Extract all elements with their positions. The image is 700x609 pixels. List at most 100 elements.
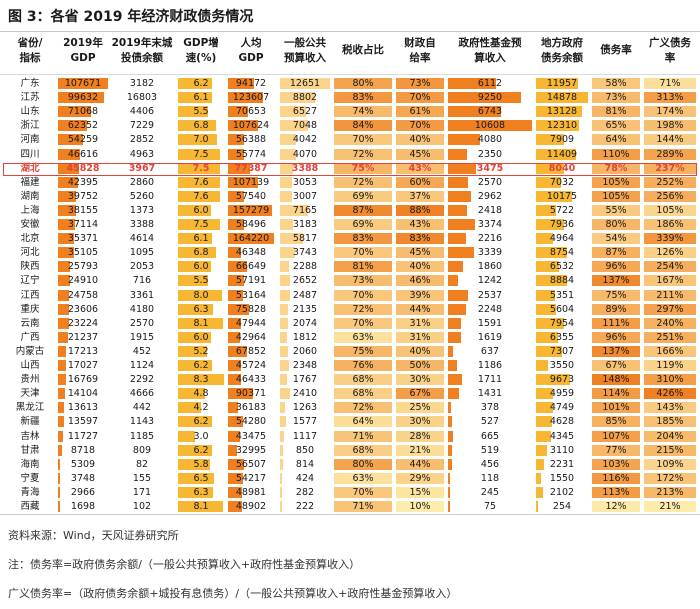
heat-cell-gdr	[644, 92, 696, 104]
cell-gdr: 167%	[656, 275, 684, 287]
heat-cell-tax	[334, 458, 392, 470]
cell-growth: 7.0	[193, 134, 209, 146]
cell-fund: 245	[480, 486, 500, 498]
heat-cell-dr	[592, 486, 640, 498]
cell-fund: 118	[480, 472, 500, 484]
heat-cell-dr	[592, 190, 640, 202]
cell-gdr: 254%	[656, 261, 684, 273]
data-bar-gdp	[58, 360, 66, 371]
cell-tax: 69%	[352, 190, 374, 202]
column-header-rev: 一般公共 预算收入	[280, 36, 330, 66]
data-bar-growth	[178, 162, 220, 174]
data-bar-debt	[536, 134, 564, 146]
data-bar-pgdp	[228, 472, 243, 484]
data-bar-fund	[448, 233, 466, 245]
cell-rev: 4042	[292, 134, 318, 146]
cell-fund: 378	[480, 402, 500, 414]
cell-gdp: 23224	[67, 317, 99, 329]
column-header-growth: GDP增 速(%)	[178, 36, 224, 66]
column-header-fund: 政府性基金预 算收入	[448, 36, 532, 66]
cell-gdp: 3748	[70, 472, 96, 484]
heat-cell-gdr	[644, 444, 696, 456]
cell-ctb: 452	[132, 345, 152, 357]
cell-gdp: 25793	[67, 261, 99, 273]
cell-self: 46%	[409, 275, 431, 287]
heat-cell-dr	[592, 176, 640, 188]
cell-debt: 5722	[549, 204, 575, 216]
cell-debt: 8884	[549, 275, 575, 287]
cell-province: 浙江	[20, 120, 40, 132]
heat-cell-gdr	[644, 289, 696, 301]
heat-cell-gdr	[644, 331, 696, 343]
data-bar-pgdp	[228, 444, 237, 456]
data-bar-gdp	[58, 261, 70, 273]
heat-cell-dr	[592, 261, 640, 273]
data-bar-gdp	[58, 190, 76, 202]
table-row: 上海 38155 1373 6.0 157279 7165 87% 88% 2418 5722 55…	[0, 204, 700, 217]
table-row: 湖北 45828 3967 7.5 77387 3388 75% 43% 3475 8040 78%…	[0, 162, 700, 175]
cell-debt: 3550	[549, 360, 575, 371]
cell-growth: 6.3	[193, 303, 209, 315]
heat-cell-self	[396, 261, 444, 273]
table-row: 安徽 37114 3388 7.5 58496 3183 69% 43% 3374 7936 80%…	[0, 218, 700, 231]
column-header-ctb: 2019年末城 投债余额	[110, 36, 174, 66]
cell-dr: 137%	[602, 275, 630, 287]
data-bar-pgdp	[228, 261, 247, 273]
data-bar-gdp	[58, 331, 68, 343]
data-bar-pgdp	[228, 303, 249, 315]
heat-cell-dr	[592, 317, 640, 329]
data-bar-pgdp	[228, 416, 243, 428]
cell-ctb: 1185	[129, 430, 155, 442]
data-bar-gdp	[58, 106, 91, 118]
heat-cell-self	[396, 303, 444, 315]
title-divider	[0, 31, 700, 32]
data-bar-pgdp	[228, 190, 244, 202]
table-row: 吉林 11727 1185 3.0 43475 1117 71% 28% 665 4345 107%…	[0, 430, 700, 443]
heat-cell-self	[396, 148, 444, 160]
data-bar-pgdp	[228, 486, 242, 498]
cell-dr: 114%	[602, 388, 630, 400]
table-row: 重庆 23606 4180 6.3 75828 2135 72% 44% 2248 5604 89%…	[0, 303, 700, 316]
cell-self: 45%	[409, 148, 431, 160]
data-bar-debt	[536, 402, 553, 414]
data-bar-gdp	[58, 416, 64, 428]
table-row: 浙江 62352 7229 6.8 107624 7048 84% 70% 10608 12310…	[0, 119, 700, 132]
data-bar-fund	[448, 176, 468, 188]
cell-pgdp: 157279	[232, 204, 270, 216]
cell-dr: 73%	[605, 92, 627, 104]
cell-fund: 6112	[477, 78, 503, 89]
heat-cell-tax	[334, 92, 392, 104]
cell-tax: 70%	[352, 247, 374, 259]
heat-cell-self	[396, 106, 444, 118]
cell-fund: 2248	[477, 303, 503, 315]
column-header-line: 广义债务	[649, 37, 691, 49]
data-bar-growth	[178, 345, 207, 357]
heat-cell-dr	[592, 275, 640, 287]
data-bar-debt	[536, 219, 564, 230]
data-bar-pgdp	[228, 162, 250, 174]
data-bar-fund	[448, 261, 463, 273]
data-bar-rev	[280, 190, 292, 202]
data-bar-pgdp	[228, 233, 274, 245]
cell-fund: 456	[480, 458, 500, 470]
heat-cell-tax	[334, 331, 392, 343]
data-bar-pgdp	[228, 78, 254, 89]
heat-cell-self	[396, 275, 444, 287]
cell-growth: 6.2	[193, 444, 209, 456]
cell-debt: 2102	[549, 486, 575, 498]
heat-cell-dr	[592, 501, 640, 512]
column-header-line: 债务率	[600, 44, 632, 56]
cell-pgdp: 56388	[235, 134, 267, 146]
cell-rev: 1767	[292, 374, 318, 386]
cell-ctb: 4406	[129, 106, 155, 118]
heat-cell-tax	[334, 472, 392, 484]
cell-fund: 1619	[477, 331, 503, 343]
cell-tax: 63%	[352, 472, 374, 484]
cell-gdr: 256%	[656, 190, 684, 202]
cell-growth: 6.2	[193, 416, 209, 428]
cell-pgdp: 57540	[235, 190, 267, 202]
heat-cell-self	[396, 486, 444, 498]
cell-province: 辽宁	[20, 275, 40, 287]
data-bar-rev	[280, 303, 288, 315]
data-bar-fund	[448, 458, 452, 470]
